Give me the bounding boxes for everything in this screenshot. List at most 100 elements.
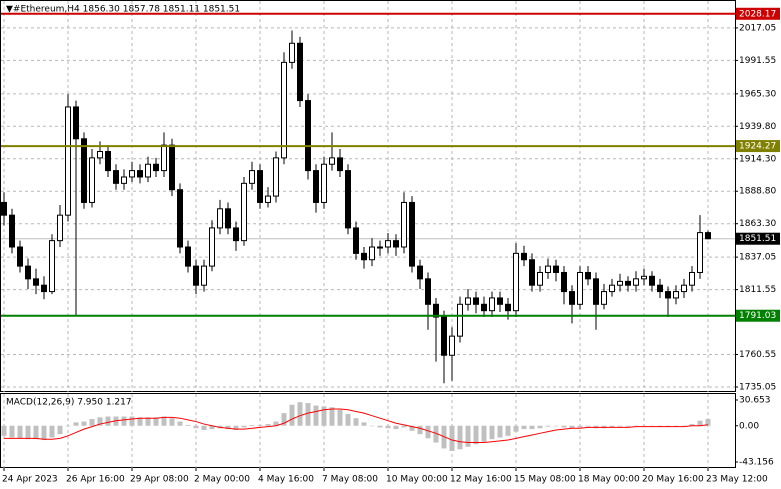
candle-body <box>521 252 527 261</box>
x-tick-label: 12 May 16:00 <box>450 475 512 485</box>
candle-body <box>65 106 71 216</box>
candle-body <box>105 151 111 172</box>
macd-bar <box>449 425 455 451</box>
candle-body <box>161 144 167 172</box>
candle-body <box>369 246 375 261</box>
macd-bar <box>209 425 215 430</box>
candle-body <box>25 265 31 280</box>
candle-body <box>193 265 199 286</box>
x-tick-label: 20 May 16:00 <box>642 475 704 485</box>
candle-body <box>129 170 135 178</box>
candle-body <box>705 232 711 240</box>
macd-bar <box>289 404 295 426</box>
macd-bar <box>353 418 359 426</box>
macd-bar <box>65 425 71 427</box>
macd-bar <box>481 425 487 442</box>
candle-body <box>185 246 191 267</box>
candle-body <box>353 227 359 254</box>
y-tick-label: 1811.55 <box>739 285 776 295</box>
x-tick-label: 7 May 08:00 <box>322 475 378 485</box>
candle-body <box>361 252 367 261</box>
candle-body <box>417 265 423 280</box>
macd-bar <box>337 409 343 426</box>
candle-body <box>409 201 415 267</box>
macd-bar <box>49 425 55 438</box>
macd-bar <box>57 425 63 435</box>
candle-body <box>433 303 439 318</box>
candle-body <box>625 280 631 286</box>
macd-bar <box>617 425 623 427</box>
macd-label: MACD(12,26,9) 7.950 1.217 <box>6 398 132 408</box>
macd-bar <box>401 425 407 428</box>
candle-body <box>81 138 87 203</box>
x-tick-label: 24 Apr 2023 <box>2 475 58 485</box>
candle-body <box>617 280 623 286</box>
candle-body <box>113 170 119 184</box>
macd-bar <box>425 425 431 439</box>
candle-body <box>201 265 207 286</box>
macd-bar <box>529 425 535 430</box>
macd-bar <box>281 413 287 426</box>
level-label-box <box>736 7 780 20</box>
candle-body <box>289 42 295 63</box>
macd-bar <box>489 425 495 440</box>
candle-body <box>489 297 495 312</box>
candle-body <box>689 271 695 286</box>
macd-bar <box>233 425 239 430</box>
y-tick-label: 1965.30 <box>739 89 776 99</box>
candle-body <box>209 227 215 267</box>
x-tick-label: 15 May 08:00 <box>514 475 576 485</box>
candle-body <box>305 100 311 172</box>
candle-body <box>673 291 679 299</box>
candle-body <box>425 278 431 305</box>
macd-bar <box>1 425 7 436</box>
macd-bar <box>369 425 375 427</box>
macd-bar <box>641 425 647 427</box>
candle-body <box>97 151 103 159</box>
y-tick-label: 1863.30 <box>739 219 776 229</box>
x-tick-label: 26 Apr 16:00 <box>66 475 125 485</box>
candle-body <box>337 157 343 172</box>
candle-body <box>561 271 567 293</box>
macd-bar <box>385 425 391 429</box>
candle-body <box>641 275 647 280</box>
macd-bar <box>137 417 143 426</box>
macd-bar <box>457 425 463 450</box>
macd-y-tick-label: 30.653 <box>739 396 771 406</box>
macd-bar <box>17 425 23 439</box>
macd-bar <box>121 416 127 426</box>
macd-bar <box>553 425 559 427</box>
macd-bar <box>153 417 159 426</box>
macd-bar <box>225 425 231 430</box>
level-label: 1924.27 <box>739 142 776 152</box>
macd-bar <box>297 402 303 426</box>
candle-body <box>49 240 55 293</box>
x-tick-label: 18 May 00:00 <box>578 475 640 485</box>
candle-body <box>233 227 239 242</box>
level-label: 1791.03 <box>739 311 776 321</box>
macd-bar <box>409 425 415 431</box>
candle-body <box>17 246 23 267</box>
macd-bar <box>9 425 15 438</box>
macd-bar <box>305 403 311 426</box>
candle-body <box>401 201 407 248</box>
candle-body <box>137 170 143 178</box>
candle-body <box>1 201 7 216</box>
candle-body <box>569 291 575 305</box>
macd-bar <box>577 425 583 428</box>
macd-bar <box>537 425 543 429</box>
macd-bar <box>585 425 591 427</box>
candle-body <box>33 278 39 286</box>
macd-bar <box>345 413 351 426</box>
macd-bar <box>505 425 511 436</box>
macd-bar <box>377 425 383 428</box>
candle-body <box>241 182 247 242</box>
candle-body <box>257 170 263 203</box>
macd-bar <box>329 407 335 426</box>
candle-body <box>145 163 151 178</box>
y-tick-label: 1914.30 <box>739 154 776 164</box>
level-label-box <box>736 140 780 153</box>
x-tick-label: 10 May 00:00 <box>386 475 448 485</box>
macd-bar <box>633 425 639 427</box>
